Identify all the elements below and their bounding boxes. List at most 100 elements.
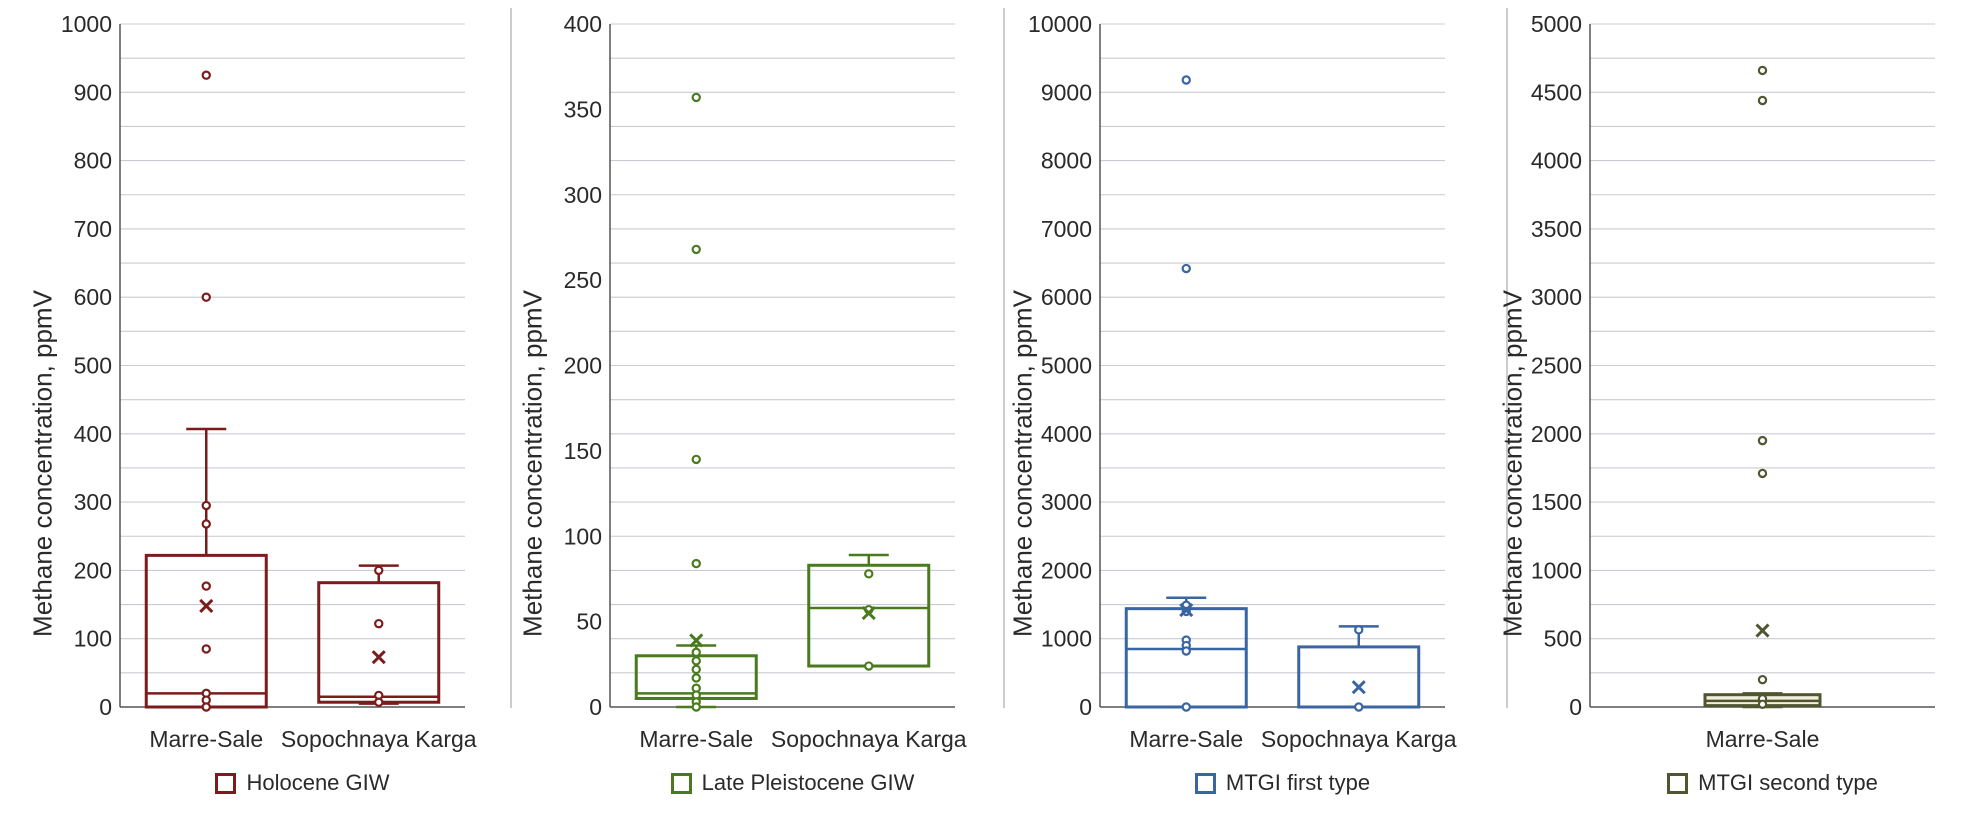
box-body xyxy=(1124,607,1248,709)
box-marre-sale xyxy=(1703,65,1822,709)
y-tick-label: 100 xyxy=(564,523,602,549)
y-tick-label: 5000 xyxy=(1531,11,1582,37)
chart-svg-4: 0 500 1000 1500 2000 2500 3000 3500 4000 4500 5000… xyxy=(1531,11,1935,752)
mean-marker xyxy=(199,598,214,613)
legend-swatch xyxy=(1194,772,1216,794)
y-tick-label: 10000 xyxy=(1028,11,1092,37)
legend-label: Late Pleistocene GIW xyxy=(701,770,915,795)
box-body xyxy=(1297,645,1421,709)
y-tick-label: 5000 xyxy=(1041,353,1092,379)
x-tick-label: Sopochnaya Karga xyxy=(281,726,477,752)
y-tick-label: 0 xyxy=(1079,694,1092,720)
y-tick-label: 300 xyxy=(74,489,112,515)
y-tick-label: 9000 xyxy=(1041,79,1092,105)
x-tick-label: Marre-Sale xyxy=(1706,726,1820,752)
box-sopochnaya-karga xyxy=(317,564,441,707)
data-point xyxy=(864,661,874,671)
box-marre-sale xyxy=(144,70,268,712)
y-tick-label: 4000 xyxy=(1531,148,1582,174)
data-point xyxy=(201,70,211,80)
x-tick-label: Marre-Sale xyxy=(149,726,263,752)
y-tick-label: 3000 xyxy=(1041,489,1092,515)
data-point xyxy=(1757,95,1768,106)
data-point xyxy=(691,702,701,712)
legend: MTGI first type xyxy=(1194,768,1371,798)
y-tick-label: 0 xyxy=(1569,694,1582,720)
y-tick-label: 7000 xyxy=(1041,216,1092,242)
box-marre-sale xyxy=(1124,75,1248,712)
y-tick-label: 0 xyxy=(99,694,112,720)
x-tick-label: Sopochnaya Karga xyxy=(771,726,967,752)
box-body xyxy=(807,563,931,668)
y-axis-title: Methane concentration, ppmV xyxy=(1497,290,1528,637)
data-point xyxy=(691,647,701,658)
y-tick-label: 4500 xyxy=(1531,79,1582,105)
y-tick-label: 150 xyxy=(564,438,602,464)
x-tick-label: Sopochnaya Karga xyxy=(1261,726,1457,752)
y-tick-label: 1500 xyxy=(1531,489,1582,515)
mean-marker xyxy=(689,633,704,648)
mean-marker xyxy=(861,606,876,621)
x-tick-label: Marre-Sale xyxy=(639,726,753,752)
chart-panel-3: 0 1000 2000 3000 4000 5000 6000 7000 8000 9000 100… xyxy=(980,0,1470,823)
y-tick-label: 1000 xyxy=(1531,557,1582,583)
data-point xyxy=(691,673,701,683)
box-body xyxy=(317,581,441,704)
mean-marker xyxy=(1351,680,1366,695)
data-point xyxy=(691,558,701,569)
legend-label: Holocene GIW xyxy=(246,770,390,795)
y-tick-label: 100 xyxy=(74,626,112,652)
data-point xyxy=(1181,263,1191,274)
y-tick-label: 0 xyxy=(589,694,602,720)
data-point xyxy=(691,664,701,675)
box-marre-sale xyxy=(634,92,758,712)
chart-panel-2: 0 50 100 150 200 250 300 350 400 Marre-Sale Sopoch… xyxy=(490,0,980,823)
data-point xyxy=(691,454,701,465)
data-point xyxy=(864,569,874,579)
y-tick-label: 800 xyxy=(74,148,112,174)
legend-label: MTGI first type xyxy=(1225,770,1371,795)
data-point xyxy=(1757,699,1768,709)
y-tick-label: 200 xyxy=(564,353,602,379)
y-tick-label: 50 xyxy=(576,609,602,635)
y-tick-label: 2500 xyxy=(1531,353,1582,379)
chart-svg-1: 0 100 200 300 400 500 600 700 800 900 1000 Marre-Sa… xyxy=(61,11,477,752)
y-tick-label: 1000 xyxy=(1041,626,1092,652)
y-tick-label: 300 xyxy=(564,182,602,208)
data-point xyxy=(691,92,701,103)
y-tick-label: 1000 xyxy=(61,11,112,37)
data-point xyxy=(1354,625,1364,635)
y-tick-label: 4000 xyxy=(1041,421,1092,447)
y-tick-label: 6000 xyxy=(1041,284,1092,310)
data-point xyxy=(1181,75,1191,85)
chart-panel-4: 0 500 1000 1500 2000 2500 3000 3500 4000 4500 5000… xyxy=(1470,0,1960,823)
panel-separator-1 xyxy=(510,8,512,708)
y-axis-title: Methane concentration, ppmV xyxy=(1007,290,1038,637)
data-point xyxy=(1181,646,1191,656)
data-point xyxy=(201,292,211,302)
y-tick-label: 500 xyxy=(1544,626,1582,652)
x-tick-label: Marre-Sale xyxy=(1129,726,1243,752)
mean-marker xyxy=(1755,623,1770,638)
chart-panel-1: 0 100 200 300 400 500 600 700 800 900 1000 Marre-Sa… xyxy=(0,0,490,823)
y-tick-label: 900 xyxy=(74,79,112,105)
y-tick-label: 400 xyxy=(74,421,112,447)
legend: Holocene GIW xyxy=(215,768,390,798)
y-axis-title: Methane concentration, ppmV xyxy=(27,290,58,637)
box-sopochnaya-karga xyxy=(1297,625,1421,712)
data-point xyxy=(201,519,211,529)
y-tick-label: 600 xyxy=(74,284,112,310)
legend: MTGI second type xyxy=(1667,768,1878,798)
y-tick-label: 200 xyxy=(74,557,112,583)
y-tick-label: 2000 xyxy=(1041,557,1092,583)
data-point xyxy=(374,565,384,576)
y-tick-label: 500 xyxy=(74,353,112,379)
chart-svg-3: 0 1000 2000 3000 4000 5000 6000 7000 8000 9000 100… xyxy=(1028,11,1457,752)
legend-swatch xyxy=(215,772,237,794)
legend: Late Pleistocene GIW xyxy=(670,768,915,798)
data-point xyxy=(374,618,384,629)
legend-label: MTGI second type xyxy=(1698,770,1878,795)
y-tick-label: 250 xyxy=(564,267,602,293)
data-point xyxy=(1757,65,1768,76)
